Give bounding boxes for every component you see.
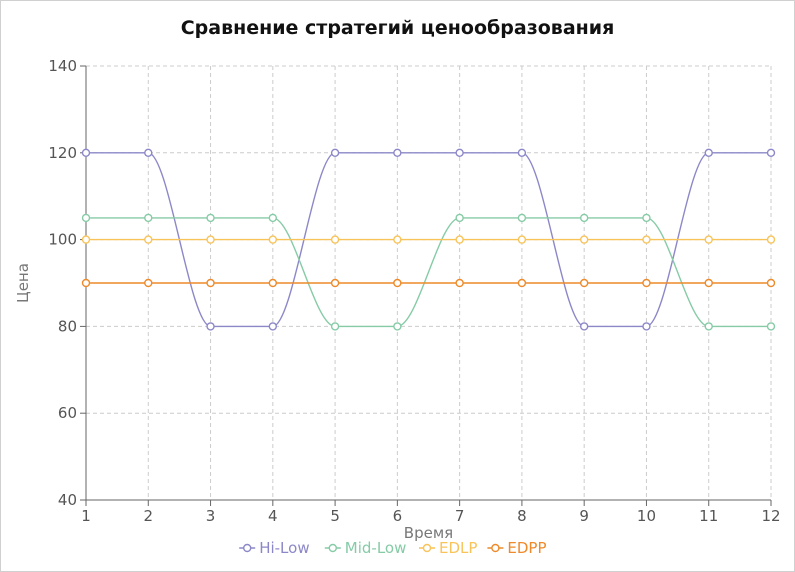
data-point[interactable] <box>268 278 278 288</box>
data-point[interactable] <box>81 278 91 288</box>
series-group <box>81 148 776 331</box>
series-edlp <box>81 235 776 244</box>
x-tick-label: 8 <box>517 507 527 525</box>
legend-label: EDLP <box>439 539 477 557</box>
data-point[interactable] <box>704 235 713 244</box>
data-point[interactable] <box>517 278 527 288</box>
x-tick-label: 3 <box>206 507 216 525</box>
legend-item-edlp[interactable]: EDLP <box>419 539 477 557</box>
data-point[interactable] <box>393 278 402 288</box>
data-point[interactable] <box>704 148 713 158</box>
data-point[interactable] <box>81 213 91 223</box>
data-point[interactable] <box>517 235 527 244</box>
data-point[interactable] <box>579 278 589 288</box>
data-point[interactable] <box>766 235 776 244</box>
x-tick-label: 2 <box>143 507 153 525</box>
legend-label: EDPP <box>507 539 546 557</box>
data-point[interactable] <box>330 235 340 244</box>
data-point[interactable] <box>642 235 651 244</box>
x-axis-title: Время <box>404 524 453 542</box>
data-point[interactable] <box>517 148 527 158</box>
data-point[interactable] <box>517 213 527 223</box>
x-tick-label: 5 <box>330 507 340 525</box>
series-hi-low <box>81 148 776 331</box>
data-point[interactable] <box>330 278 340 288</box>
data-point[interactable] <box>144 148 153 158</box>
data-point[interactable] <box>642 322 651 331</box>
data-point[interactable] <box>766 148 776 158</box>
legend-item-edpp[interactable]: EDPP <box>487 539 547 557</box>
data-point[interactable] <box>642 278 651 288</box>
legend-marker <box>242 543 252 553</box>
data-point[interactable] <box>393 235 402 244</box>
x-tick-label: 9 <box>579 507 589 525</box>
y-tick-label: 80 <box>58 317 77 335</box>
data-point[interactable] <box>455 235 464 244</box>
x-tick-label: 6 <box>393 507 403 525</box>
y-tick-label: 100 <box>48 231 77 249</box>
x-tick-label: 12 <box>761 507 780 525</box>
data-point[interactable] <box>144 235 153 244</box>
legend-marker <box>491 543 500 553</box>
data-point[interactable] <box>455 278 464 288</box>
data-point[interactable] <box>81 148 91 158</box>
data-point[interactable] <box>268 213 278 223</box>
data-point[interactable] <box>766 322 776 331</box>
legend-marker <box>328 543 337 553</box>
series-edpp <box>81 278 776 288</box>
x-tick-label: 7 <box>455 507 465 525</box>
data-point[interactable] <box>206 213 215 223</box>
y-tick-label: 60 <box>58 404 77 422</box>
data-point[interactable] <box>330 148 340 158</box>
data-point[interactable] <box>579 213 589 223</box>
data-point[interactable] <box>455 148 464 158</box>
data-point[interactable] <box>579 235 589 244</box>
x-tick-label: 4 <box>268 507 278 525</box>
y-tick-label: 120 <box>48 144 77 162</box>
series-line <box>85 217 771 328</box>
legend-marker <box>422 543 432 553</box>
data-point[interactable] <box>268 235 278 244</box>
y-tick-label: 140 <box>48 57 77 75</box>
data-point[interactable] <box>330 322 340 331</box>
legend-item-mid-low[interactable]: Mid-Low <box>324 539 407 557</box>
legend-label: Mid-Low <box>345 539 407 557</box>
data-point[interactable] <box>579 322 589 331</box>
series-line <box>86 152 771 328</box>
legend-item-hi-low[interactable]: Hi-Low <box>239 539 310 557</box>
legend[interactable]: Hi-Low Mid-Low EDLP EDPP <box>239 539 547 557</box>
x-tick-label: 1 <box>81 507 91 525</box>
y-axis-title: Цена <box>14 263 32 303</box>
data-point[interactable] <box>704 278 713 288</box>
data-point[interactable] <box>704 322 713 331</box>
x-tick-label: 11 <box>699 507 718 525</box>
data-point[interactable] <box>393 148 402 158</box>
data-point[interactable] <box>206 322 215 331</box>
data-point[interactable] <box>766 278 776 288</box>
chart-title: Сравнение стратегий ценообразования <box>180 17 615 39</box>
data-point[interactable] <box>144 213 153 223</box>
data-point[interactable] <box>268 322 278 331</box>
data-point[interactable] <box>81 235 91 244</box>
data-point[interactable] <box>642 213 651 223</box>
legend-label: Hi-Low <box>259 539 309 557</box>
data-point[interactable] <box>144 278 153 288</box>
data-point[interactable] <box>206 278 215 288</box>
data-point[interactable] <box>455 213 464 223</box>
data-point[interactable] <box>206 235 215 244</box>
y-tick-label: 40 <box>58 491 77 509</box>
series-mid-low <box>81 213 776 331</box>
x-tick-label: 10 <box>637 507 656 525</box>
data-point[interactable] <box>393 322 402 331</box>
